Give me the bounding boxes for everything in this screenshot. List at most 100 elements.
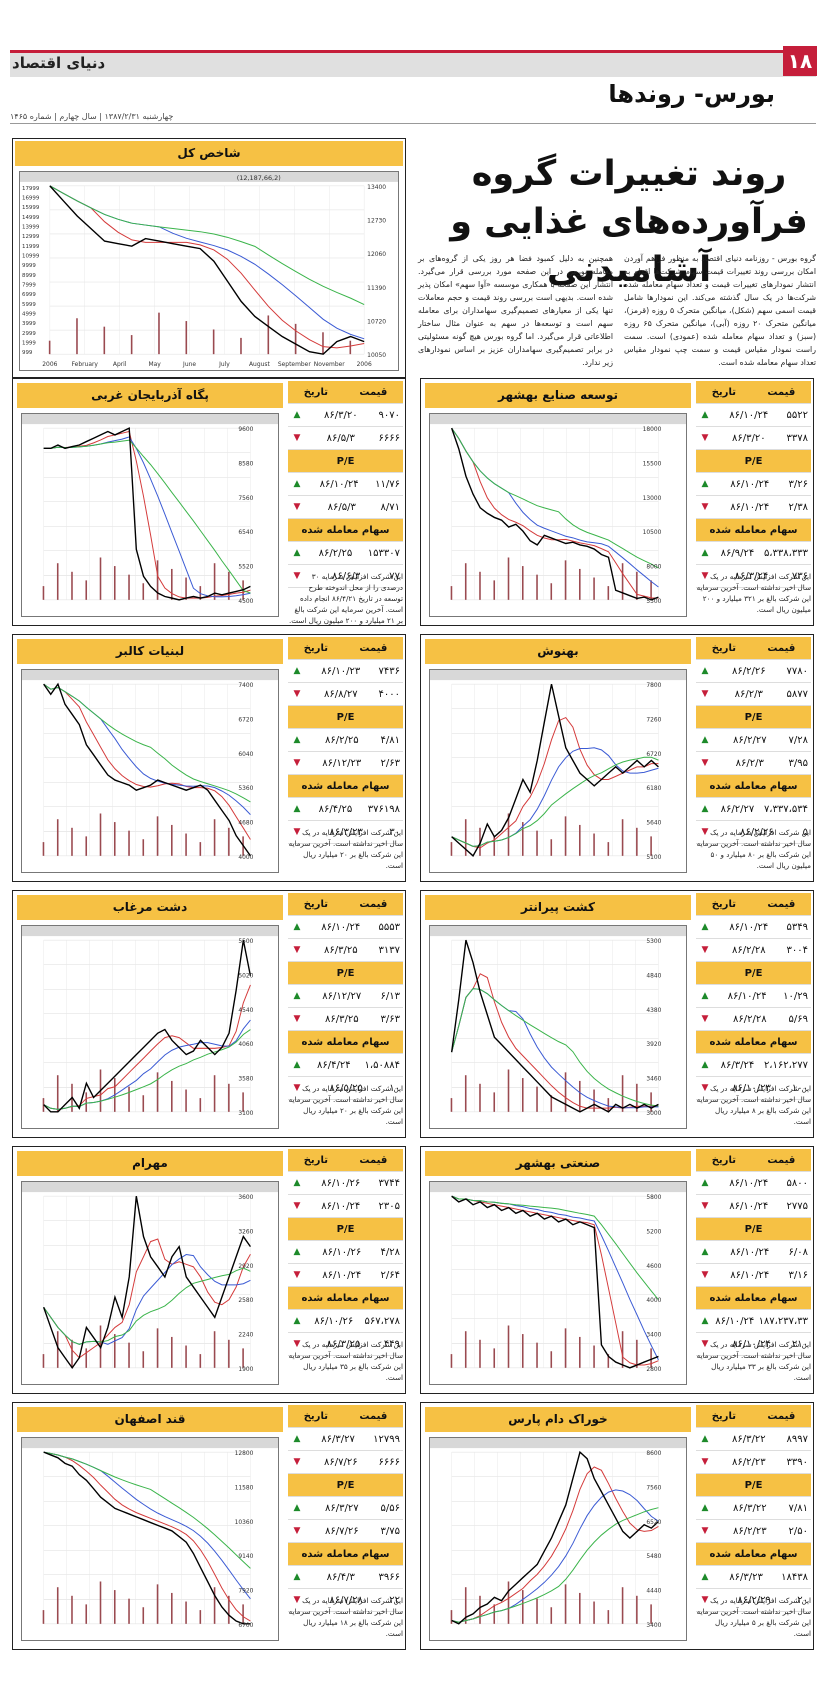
volume-section-header: سهام معامله شده <box>288 1543 403 1566</box>
stock-note: این شرکت افزایش سرمایه ۳۰ درصدی را از مح… <box>288 572 403 625</box>
volume-bar <box>550 1095 553 1112</box>
table-row: ۲۳۰۵ ۸۶/۱۰/۲۴ ▼ <box>288 1195 403 1218</box>
arrow-down-icon: ▼ <box>701 758 709 768</box>
volume-bar <box>56 1587 59 1624</box>
volume-bar <box>536 1342 538 1368</box>
volume-bar <box>213 1075 216 1112</box>
moving-average-line <box>451 427 659 599</box>
volume-bar <box>156 1072 159 1112</box>
volume-bar <box>185 1601 187 1624</box>
volume-bar <box>464 1075 467 1112</box>
table-header-row: قیمت تاریخ <box>288 381 403 404</box>
volume-bar <box>621 819 624 856</box>
date-cell: ۸۶/۱۰/۲۴ <box>322 1269 362 1281</box>
value-cell: ۶/۱۳ <box>380 990 400 1002</box>
volume-bar <box>71 1595 73 1624</box>
volume-bar <box>103 326 106 355</box>
price-tick-label: 11580 <box>235 1484 254 1491</box>
volume-bar <box>621 1331 624 1368</box>
price-tick-label: 13000 <box>643 495 662 502</box>
price-line <box>451 427 659 601</box>
table-row: ۴۰۰۰ ۸۶/۸/۲۷ ▼ <box>288 683 403 706</box>
moving-average-line <box>49 185 365 349</box>
table-row: ۴/۲۸ ۸۶/۱۰/۲۶ ▲ <box>288 1241 403 1264</box>
volume-bar <box>142 1095 145 1112</box>
x-tick-label: November <box>314 361 346 368</box>
value-cell: ۸/۷۱ <box>380 501 400 513</box>
table-row: ۶۶۶۶ ۸۶/۵/۳ ▼ <box>288 427 403 450</box>
stock-note: این شرکت افزایش سرمایه در یک سال اخیر ند… <box>288 1084 403 1126</box>
date-cell: ۸۶/۱۲/۲۷ <box>322 990 362 1002</box>
price-header: قیمت <box>359 386 388 398</box>
value-cell: ۱۰۰ <box>791 1082 808 1094</box>
price-tick-label: 6180 <box>646 785 661 792</box>
price-line <box>451 1195 659 1369</box>
arrow-down-icon: ▼ <box>701 827 709 837</box>
table-row: ۲/۶۳ ۸۶/۱۲/۲۳ ▼ <box>288 752 403 775</box>
arrow-up-icon: ▲ <box>701 548 709 558</box>
price-tick-label: 3400 <box>646 1622 661 1629</box>
date-cell: ۸۶/۱۰/۲۳ <box>321 665 361 677</box>
table-row: ۱۰ ۸۶/۵/۲۵ ▼ <box>288 1077 403 1100</box>
table-header-row: قیمت تاریخ <box>696 1405 811 1428</box>
volume-bar <box>579 568 581 600</box>
table-row: ۳۳۹۰ ۸۶/۲/۲۳ ▼ <box>696 1451 811 1474</box>
volume-bar <box>579 1336 581 1368</box>
volume-bar <box>128 1598 130 1624</box>
value-cell: ۵/۵۶ <box>380 1502 400 1514</box>
dateline: چهارشنبه ۱۳۸۷/۲/۳۱ | سال چهارم | شماره ۱… <box>10 112 174 121</box>
volume-bar <box>171 824 173 856</box>
value-cell: ۳۰۰۴ <box>786 944 808 956</box>
volume-bar <box>507 813 510 856</box>
date-cell: ۸۶/۱۰/۲۴ <box>727 990 767 1002</box>
price-tick-label: 3260 <box>238 1228 253 1235</box>
price-tick-label: 9600 <box>238 426 253 433</box>
value-cell: ۳۹۶۶ <box>378 1571 400 1583</box>
volume-bar <box>636 1339 638 1368</box>
value-cell: ۷،۳۳۷،۵۳۴ <box>763 803 808 815</box>
volume-bar <box>56 819 59 856</box>
table-row: ۵،۳۳۸،۳۳۳ ۸۶/۹/۲۴ ▲ <box>696 542 811 565</box>
arrow-up-icon: ▲ <box>293 1503 301 1513</box>
date-cell: ۸۶/۱۰/۲۴ <box>729 1200 769 1212</box>
stock-name: لبنیات کالبر <box>17 639 283 664</box>
volume-bar <box>479 1083 481 1112</box>
price-tick-label: 10720 <box>367 318 386 325</box>
table-header-row: قیمت تاریخ <box>288 637 403 660</box>
volume-bar <box>142 1607 145 1624</box>
volume-tick-label: 10999 <box>22 253 40 259</box>
price-tick-label: 3920 <box>646 1041 661 1048</box>
stock-panel: خوراک دام پارس 3400 4440 5480 6520 7560 8600 قی… <box>420 1402 814 1650</box>
date-cell: ۸۶/۳/۲۲ <box>732 1502 767 1514</box>
arrow-up-icon: ▲ <box>293 991 301 1001</box>
volume-bar <box>464 1587 467 1624</box>
price-tick-label: 5500 <box>646 598 661 605</box>
volume-bar <box>550 839 553 856</box>
volume-bar <box>171 1080 173 1112</box>
price-line <box>49 185 365 355</box>
price-tick-label: 6720 <box>238 716 253 723</box>
volume-tick-label: 6999 <box>22 292 36 298</box>
volume-bar <box>128 1086 130 1112</box>
arrow-up-icon: ▲ <box>293 548 301 558</box>
volume-bar <box>650 1604 652 1624</box>
table-row: ۳۹۶۶ ۸۶/۴/۳ ▲ <box>288 1566 403 1589</box>
volume-bar <box>507 1325 510 1368</box>
date-header: تاریخ <box>711 1410 736 1422</box>
arrow-down-icon: ▼ <box>701 571 709 581</box>
price-tick-label: 7400 <box>238 682 253 689</box>
stock-chart-area: 2800 3400 4000 4600 5200 5800 <box>429 1181 687 1385</box>
date-cell: ۸۶/۱۰/۲۴ <box>729 409 769 421</box>
value-cell: ۳۰ <box>389 826 400 838</box>
price-line <box>451 1450 659 1625</box>
volume-bar <box>564 560 567 600</box>
value-cell: ۴۴۹ <box>383 1338 400 1350</box>
volume-tick-label: 17999 <box>22 186 40 192</box>
date-cell: ۸۶/۳/۲۳ <box>329 826 363 838</box>
arrow-down-icon: ▼ <box>701 1526 709 1536</box>
volume-bar <box>156 1328 159 1368</box>
volume-section-header: سهام معامله شده <box>288 1031 403 1054</box>
table-row: ۶۶۶۶ ۸۶/۷/۲۶ ▼ <box>288 1451 403 1474</box>
moving-average-line <box>49 185 365 306</box>
value-cell: ۱،۵۰۸۸۴ <box>364 1059 400 1071</box>
